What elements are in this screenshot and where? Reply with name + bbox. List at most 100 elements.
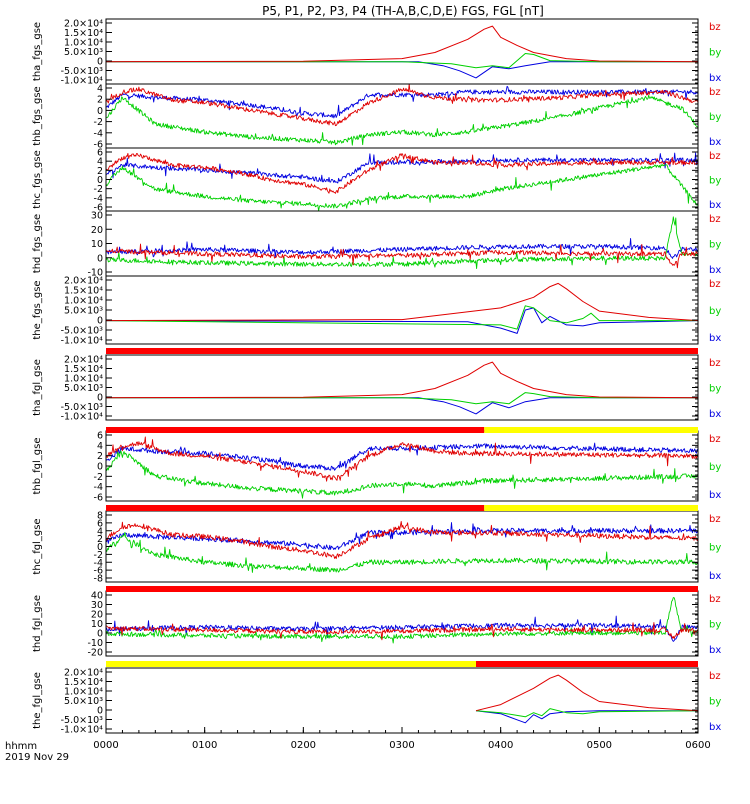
y-tick-label: 0 xyxy=(97,106,103,117)
y-axis-label: thc_fgs_gse xyxy=(32,150,43,209)
y-tick-label: -4 xyxy=(94,482,103,493)
legend-bx: bx xyxy=(709,265,721,276)
legend-by: by xyxy=(709,112,721,123)
y-tick-label: 1.5×10⁴ xyxy=(64,28,103,39)
series-line-bx xyxy=(105,442,699,471)
y-tick-label: -2 xyxy=(94,550,103,561)
panel-tha-fgl-gse: 2.0×10⁴1.5×10⁴1.0×10⁴5.0×10³0-5.0×10³-1.… xyxy=(32,354,721,423)
y-tick-label: 0 xyxy=(97,462,103,473)
legend-bx: bx xyxy=(709,200,721,211)
y-tick-label: 1.5×10⁴ xyxy=(64,286,103,297)
y-tick-label: 5.0×10³ xyxy=(64,306,103,317)
y-tick-label: 2.0×10⁴ xyxy=(64,355,103,366)
legend-bx: bx xyxy=(709,645,721,656)
panel-frame xyxy=(105,430,699,502)
y-tick-label: -4 xyxy=(94,558,103,569)
legend-by: by xyxy=(709,176,721,187)
flag-segment-red xyxy=(476,661,698,667)
legend-bz: bz xyxy=(709,214,721,225)
y-axis-label: thb_fgl_gse xyxy=(32,438,43,495)
y-axis-label: tha_fgs_gse xyxy=(32,22,43,81)
y-tick-label: -8 xyxy=(94,574,103,585)
panel-frame xyxy=(105,275,699,345)
series-line-bx xyxy=(105,238,699,259)
series-line-by xyxy=(105,216,699,270)
legend-bz: bz xyxy=(709,514,721,525)
legend-by: by xyxy=(709,543,721,554)
flag-segment-red xyxy=(106,505,485,511)
legend-by: by xyxy=(709,48,721,59)
y-axis-label: the_fgl_gse xyxy=(32,672,43,729)
y-tick-label: -10 xyxy=(87,268,103,279)
y-axis-label: thd_fgl_gse xyxy=(32,595,43,652)
y-tick-label: 0 xyxy=(97,542,103,553)
series-line-bz xyxy=(105,520,699,560)
flag-segment-yellow xyxy=(484,427,698,433)
y-tick-label: 1.5×10⁴ xyxy=(64,677,103,688)
legend-bz: bz xyxy=(709,594,721,605)
flag-segment-yellow xyxy=(484,505,698,511)
y-tick-label: 0 xyxy=(97,175,103,186)
y-axis-label: thc_fgl_gse xyxy=(32,518,43,574)
flag-segment-red xyxy=(106,348,698,354)
series-line-by xyxy=(106,53,698,69)
y-tick-label: 5.0×10³ xyxy=(64,696,103,707)
y-tick-label: -2 xyxy=(94,472,103,483)
legend-bx: bx xyxy=(709,333,721,344)
legend-by: by xyxy=(709,240,721,251)
y-tick-label: 6 xyxy=(97,148,103,159)
y-tick-label: 20 xyxy=(91,610,103,621)
legend-bz: bz xyxy=(709,279,721,290)
y-tick-label: 8 xyxy=(97,511,103,522)
y-tick-label: 2.0×10⁴ xyxy=(64,276,103,287)
y-tick-label: 0 xyxy=(97,706,103,717)
x-tick-label: 0000 xyxy=(93,740,118,751)
y-axis-label: tha_fgl_gse xyxy=(32,359,43,416)
flag-segment-red xyxy=(106,427,485,433)
y-tick-label: -5.0×10³ xyxy=(61,326,104,337)
y-tick-label: 30 xyxy=(91,211,103,222)
series-line-bx xyxy=(105,307,699,334)
series-line-bz xyxy=(105,622,699,641)
series-line-bx xyxy=(105,615,699,642)
y-tick-label: -4 xyxy=(94,193,103,204)
y-tick-label: 1.0×10⁴ xyxy=(64,374,103,385)
y-axis-label: thb_fgs_gse xyxy=(32,86,43,145)
y-tick-label: 40 xyxy=(91,591,103,602)
y-tick-label: 0 xyxy=(97,629,103,640)
x-tick-label: 0300 xyxy=(389,740,414,751)
panel-frame xyxy=(105,210,699,277)
series-line-by xyxy=(105,531,699,573)
y-tick-label: -2 xyxy=(94,117,103,128)
y-tick-label: -5.0×10³ xyxy=(61,715,104,726)
y-tick-label: -1.0×10⁴ xyxy=(61,76,104,87)
y-tick-label: 0 xyxy=(97,253,103,264)
legend-bx: bx xyxy=(709,722,721,733)
x-tick-label: 0600 xyxy=(685,740,710,751)
series-line-by xyxy=(105,94,699,146)
y-tick-label: 2 xyxy=(97,451,103,462)
y-tick-label: 4 xyxy=(97,441,103,452)
legend-by: by xyxy=(709,462,721,473)
y-tick-label: -1.0×10⁴ xyxy=(61,336,104,347)
legend-bz: bz xyxy=(709,434,721,445)
y-tick-label: 6 xyxy=(97,518,103,529)
series-line-bx xyxy=(106,397,698,415)
legend-by: by xyxy=(709,306,721,317)
chart-title: P5, P1, P2, P3, P4 (TH-A,B,C,D,E) FGS, F… xyxy=(262,4,544,18)
panel-frame xyxy=(105,147,699,212)
y-tick-label: 1.0×10⁴ xyxy=(64,296,103,307)
legend-bz: bz xyxy=(709,87,721,98)
panel-frame xyxy=(105,18,699,85)
series-line-by xyxy=(105,164,699,212)
legend-by: by xyxy=(709,620,721,631)
y-tick-label: -6 xyxy=(94,566,103,577)
series-line-bx xyxy=(475,710,698,724)
legend-by: by xyxy=(709,697,721,708)
y-tick-label: 1.0×10⁴ xyxy=(64,38,103,49)
